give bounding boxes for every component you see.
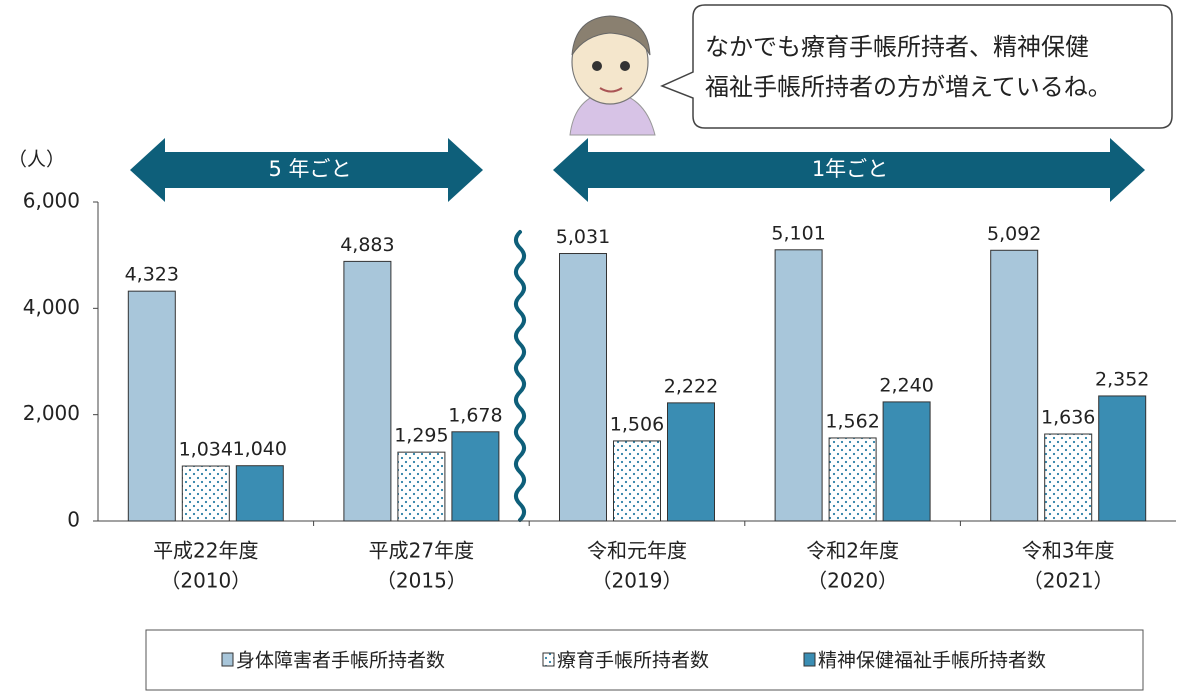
- bar: [1045, 434, 1092, 521]
- span-label: 1年ごと: [812, 157, 888, 181]
- bar: [1099, 396, 1146, 521]
- legend-swatch: [804, 653, 815, 666]
- value-label: 1,040: [233, 438, 287, 460]
- value-label: 1,636: [1041, 407, 1095, 429]
- x-tick-label: （2015）: [376, 569, 467, 593]
- y-tick-label: 0: [67, 508, 80, 532]
- bar: [775, 250, 822, 521]
- value-label: 5,092: [987, 223, 1041, 245]
- bar: [452, 432, 499, 521]
- y-tick-label: 6,000: [23, 189, 80, 213]
- bar: [668, 403, 715, 521]
- legend-swatch: [543, 653, 554, 666]
- axis-break: [516, 232, 524, 520]
- value-label: 1,295: [394, 425, 448, 447]
- legend-label: 身体障害者手帳所持者数: [236, 650, 445, 672]
- value-label: 5,101: [771, 222, 825, 244]
- x-tick-label: （2019）: [592, 569, 683, 593]
- value-label: 5,031: [556, 226, 610, 248]
- bar: [614, 441, 661, 521]
- speech-text: 福祉手帳所持者の方が増えているね。: [705, 73, 1112, 101]
- span-label: 5 年ごと: [268, 157, 351, 181]
- bar: [560, 254, 607, 521]
- speech-bubble: [662, 5, 1172, 128]
- value-label: 1,678: [448, 404, 502, 426]
- value-label: 1,034: [179, 439, 233, 461]
- bar: [398, 452, 445, 521]
- x-tick-label: （2020）: [807, 569, 898, 593]
- value-label: 4,883: [340, 234, 394, 256]
- y-tick-label: 2,000: [23, 401, 80, 425]
- legend-label: 療育手帳所持者数: [557, 650, 709, 672]
- bar: [128, 291, 175, 521]
- x-tick-label: 平成27年度: [369, 539, 474, 563]
- chart: なかでも療育手帳所持者、精神保健 福祉手帳所持者の方が増えているね。 5 年ごと…: [0, 0, 1179, 693]
- value-label: 2,352: [1095, 368, 1149, 390]
- page: {"chart_data": {"type": "bar", "y_label"…: [0, 0, 1179, 693]
- legend-label: 精神保健福祉手帳所持者数: [818, 650, 1046, 672]
- bar: [883, 402, 930, 521]
- bar: [182, 466, 229, 521]
- x-tick-label: 平成22年度: [153, 539, 258, 563]
- bar: [991, 250, 1038, 521]
- value-label: 2,222: [664, 375, 718, 397]
- value-label: 1,562: [825, 410, 879, 432]
- speech-text: なかでも療育手帳所持者、精神保健: [705, 33, 1089, 61]
- x-tick-label: 令和元年度: [587, 539, 687, 563]
- value-label: 1,506: [610, 413, 664, 435]
- x-tick-label: 令和3年度: [1022, 539, 1115, 563]
- character-illustration: [570, 16, 655, 135]
- legend-swatch: [222, 653, 233, 666]
- value-label: 2,240: [879, 374, 933, 396]
- bar: [829, 438, 876, 521]
- value-label: 4,323: [125, 264, 179, 286]
- bar: [344, 261, 391, 521]
- x-tick-label: 令和2年度: [806, 539, 899, 563]
- y-axis-label: （人）: [8, 149, 65, 171]
- x-tick-label: （2010）: [160, 569, 251, 593]
- x-tick-label: （2021）: [1023, 569, 1114, 593]
- bar: [236, 466, 283, 521]
- y-tick-label: 4,000: [23, 295, 80, 319]
